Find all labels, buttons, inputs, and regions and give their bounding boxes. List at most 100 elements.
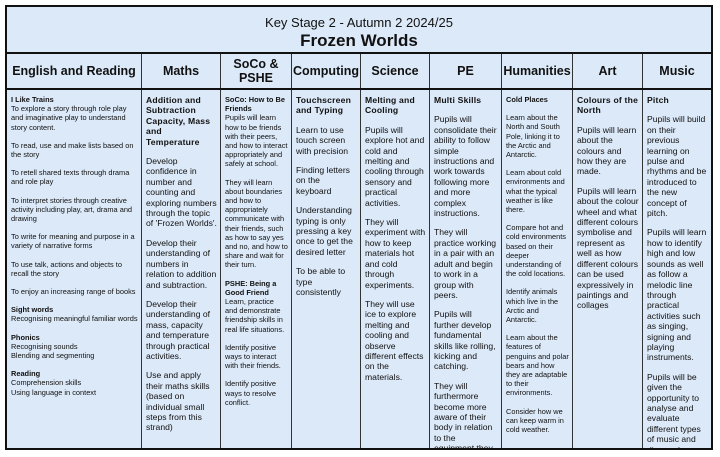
content-block: Consider how we can keep warm in cold we… — [506, 407, 569, 435]
content-block: Melting and Cooling — [365, 95, 426, 116]
block-text: Identify positive ways to resolve confli… — [225, 379, 276, 407]
content-block: Multi Skills — [434, 95, 498, 105]
block-heading: Phonics — [11, 332, 40, 342]
header-computing: Computing — [291, 54, 360, 88]
content-block: Learn about the features of penguins and… — [506, 333, 569, 397]
content-block: Develop their understanding of mass, cap… — [146, 299, 217, 361]
block-text: Learn, practice and demonstrate friendsh… — [225, 297, 285, 334]
content-block: They will use ice to explore melting and… — [365, 299, 426, 382]
content-music: Pitch Pupils will build on their previous… — [642, 90, 711, 448]
content-block: Identify animals which live in the Arcti… — [506, 287, 569, 324]
block-heading: Reading — [11, 369, 41, 379]
block-text: They will experiment with how to keep ma… — [365, 217, 426, 290]
header-science: Science — [360, 54, 429, 88]
block-text: Comprehension skills — [11, 378, 82, 388]
content-block: To write for meaning and purpose in a va… — [11, 232, 138, 250]
content-block: Pupils will further develop fundamental … — [434, 309, 498, 371]
content-block: Addition and Subtraction Capacity, Mass … — [146, 95, 217, 147]
header-humanities: Humanities — [501, 54, 572, 88]
content-block: Learn about cold environments and what t… — [506, 168, 569, 214]
content-block: Pupils will build on their previous lear… — [647, 114, 708, 218]
block-text: Compare hot and cold environments based … — [506, 223, 566, 279]
content-pe: Multi Skills Pupils will consolidate thei… — [429, 90, 501, 448]
block-text: Pupils will learn about the colours and … — [577, 124, 637, 177]
block-text: Pupils will be given the opportunity to … — [647, 371, 701, 448]
content-block: Sight words Recognising meaningful famili… — [11, 305, 138, 323]
curriculum-table: Key Stage 2 - Autumn 2 2024/25 Frozen Wo… — [5, 5, 713, 450]
content-block: Phonics Recognising sounds Blending and se… — [11, 333, 138, 361]
content-block: I Like Trains To explore a story through … — [11, 95, 138, 132]
content-block: They will practice working in a pair wit… — [434, 227, 498, 300]
block-text: Blending and segmenting — [11, 351, 95, 361]
content-block: Colours of the North — [577, 95, 639, 116]
content-english-and-reading: I Like Trains To explore a story through … — [7, 90, 141, 448]
content-humanities: Cold Places Learn about the North and Sou… — [501, 90, 572, 448]
content-block: Identify positive ways to resolve confli… — [225, 379, 288, 407]
block-text: Recognising sounds — [11, 341, 78, 351]
content-block: Develop confidence in number and countin… — [146, 156, 217, 229]
content-soco-pshe: SoCo: How to Be Friends Pupils will learn… — [220, 90, 291, 448]
content-block: They will experiment with how to keep ma… — [365, 217, 426, 290]
content-block: Identify positive ways to interact with … — [225, 343, 288, 371]
block-text: They will use ice to explore melting and… — [365, 298, 424, 382]
block-heading: Touchscreen and Typing — [296, 95, 352, 116]
content-block: Pupils will be given the opportunity to … — [647, 372, 708, 448]
content-block: To interpret stories through creative ac… — [11, 196, 138, 224]
block-text: To read, use and make lists based on the… — [11, 140, 134, 160]
header-music: Music — [642, 54, 711, 88]
block-heading: Colours of the North — [577, 95, 639, 116]
content-block: To read, use and make lists based on the… — [11, 141, 138, 159]
subject-content-row: I Like Trains To explore a story through … — [7, 90, 711, 448]
content-block: They will learn about boundaries and how… — [225, 178, 288, 270]
content-computing: Touchscreen and Typing Learn to use touch… — [291, 90, 360, 448]
content-block: SoCo: How to Be Friends Pupils will learn… — [225, 95, 288, 169]
title-row: Key Stage 2 - Autumn 2 2024/25 Frozen Wo… — [7, 7, 711, 54]
content-block: To use talk, actions and objects to reca… — [11, 260, 138, 278]
content-block: Pupils will consolidate their ability to… — [434, 114, 498, 218]
content-block: To enjoy an increasing range of books — [11, 287, 138, 296]
header-soco-pshe: SoCo & PSHE — [220, 54, 291, 88]
block-text: Pupils will learn about the colour wheel… — [577, 185, 639, 311]
block-text: To write for meaning and purpose in a va… — [11, 232, 135, 251]
block-text: Identify positive ways to interact with … — [225, 342, 281, 371]
block-heading: Cold Places — [506, 95, 548, 104]
block-text: To be able to type consistently — [296, 266, 346, 298]
block-text: Learn to use touch screen with precision — [296, 124, 349, 156]
block-heading: Pitch — [647, 95, 670, 105]
content-block: Understanding typing is only pressing a … — [296, 205, 357, 257]
block-text: Develop their understanding of numbers i… — [146, 237, 217, 290]
block-heading: Addition and Subtraction Capacity, Mass … — [146, 95, 211, 147]
content-block: Learn to use touch screen with precision — [296, 125, 357, 156]
header-english-and-reading: English and Reading — [12, 64, 136, 78]
content-art: Colours of the North Pupils will learn ab… — [572, 90, 642, 448]
block-text: They will furthermore become more aware … — [434, 380, 493, 448]
content-block: Learn about the North and South Pole, li… — [506, 113, 569, 159]
block-text: Finding letters on the keyboard — [296, 165, 350, 196]
header-pe: PE — [429, 54, 501, 88]
block-heading: Sight words — [11, 305, 54, 315]
block-text: Recognising meaningful familiar words — [11, 314, 138, 324]
block-text: Consider how we can keep warm in cold we… — [506, 406, 564, 435]
content-block: Finding letters on the keyboard — [296, 165, 357, 196]
block-text: Understanding typing is only pressing a … — [296, 205, 353, 257]
block-text: Using language in context — [11, 387, 97, 397]
block-heading: Multi Skills — [434, 95, 482, 105]
block-text: Pupils will explore hot and cold and mel… — [365, 124, 425, 208]
content-block: Compare hot and cold environments based … — [506, 223, 569, 278]
block-text: Pupils will learn how to be friends with… — [225, 113, 288, 169]
content-block: Develop their understanding of numbers i… — [146, 238, 217, 290]
content-block: Pitch — [647, 95, 708, 105]
block-text: They will practice working in a pair wit… — [434, 227, 497, 300]
block-text: Develop their understanding of mass, cap… — [146, 298, 211, 361]
block-text: Use and apply their maths skills (based … — [146, 370, 210, 433]
content-block: Use and apply their maths skills (based … — [146, 370, 217, 432]
content-block: PSHE: Being a Good Friend Learn, practice… — [225, 279, 288, 334]
header-art: Art — [572, 54, 642, 88]
content-block: To be able to type consistently — [296, 266, 357, 297]
block-text: To retell shared texts through drama and… — [11, 168, 130, 187]
content-maths: Addition and Subtraction Capacity, Mass … — [141, 90, 220, 448]
content-block: To retell shared texts through drama and… — [11, 168, 138, 186]
block-text: To explore a story through role play and… — [11, 104, 127, 132]
block-text: Pupils will build on their previous lear… — [647, 114, 707, 219]
content-science: Melting and Cooling Pupils will explore h… — [360, 90, 429, 448]
